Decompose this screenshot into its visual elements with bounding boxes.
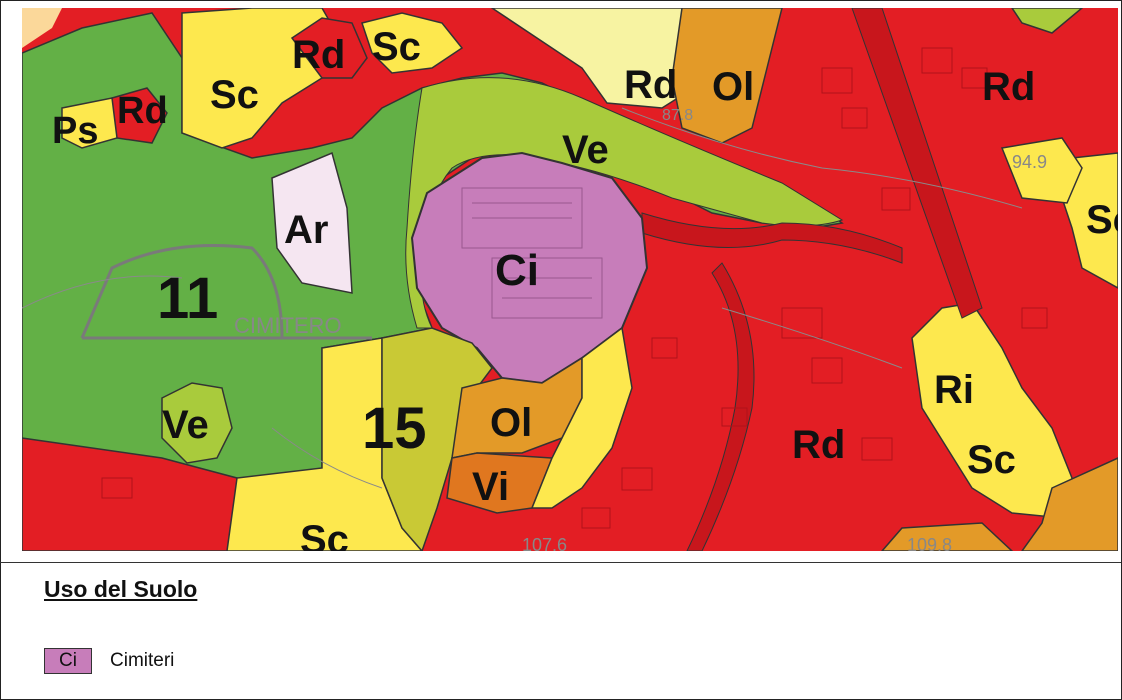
zone-label: 15: [362, 396, 427, 461]
elevation-label: 107.6: [522, 535, 567, 551]
elevation-label: 94.9: [1012, 152, 1047, 172]
zone-label: Ri: [934, 368, 974, 412]
zone-label: 11: [157, 266, 218, 331]
zone-label: Rd: [292, 33, 345, 77]
legend-code: Ci: [59, 650, 77, 671]
zone-label: Ps: [52, 110, 98, 152]
zone-label: Rd: [982, 65, 1035, 109]
zone-label: Sc: [1086, 198, 1118, 242]
legend-swatch: Ci: [44, 648, 92, 674]
elevation-label: 87.8: [662, 107, 693, 124]
zone-label: Ar: [284, 208, 328, 252]
zone-label: Sc: [372, 25, 421, 69]
separator-line: [0, 562, 1121, 563]
zone-label: Ci: [495, 246, 539, 295]
zone-label: Ve: [562, 128, 609, 172]
zone-label: Vi: [472, 465, 509, 509]
map-canvas: Rd Sc Rd Ol Rd Ps Rd Sc Ve Ar Ci Sc 11 R…: [22, 8, 1118, 551]
zone-label: Rd: [624, 63, 677, 107]
elevation-label: 109.8: [907, 535, 952, 551]
zone-label: Ol: [490, 401, 532, 445]
legend-label: Cimiteri: [110, 650, 175, 671]
legend-item-cimiteri: Ci Cimiteri: [44, 647, 174, 675]
zone-label: Ol: [712, 65, 754, 109]
zone-label: Rd: [117, 90, 168, 132]
zone-label: Sc: [967, 438, 1016, 482]
place-label: CIMITERO: [234, 313, 342, 338]
legend-title: Uso del Suolo: [44, 576, 198, 602]
zone-label: Sc: [210, 73, 259, 117]
land-use-map[interactable]: Rd Sc Rd Ol Rd Ps Rd Sc Ve Ar Ci Sc 11 R…: [22, 8, 1118, 551]
zone-label: Sc: [300, 518, 349, 551]
zone-label: Ve: [162, 403, 209, 447]
zone-label: Rd: [792, 423, 845, 467]
